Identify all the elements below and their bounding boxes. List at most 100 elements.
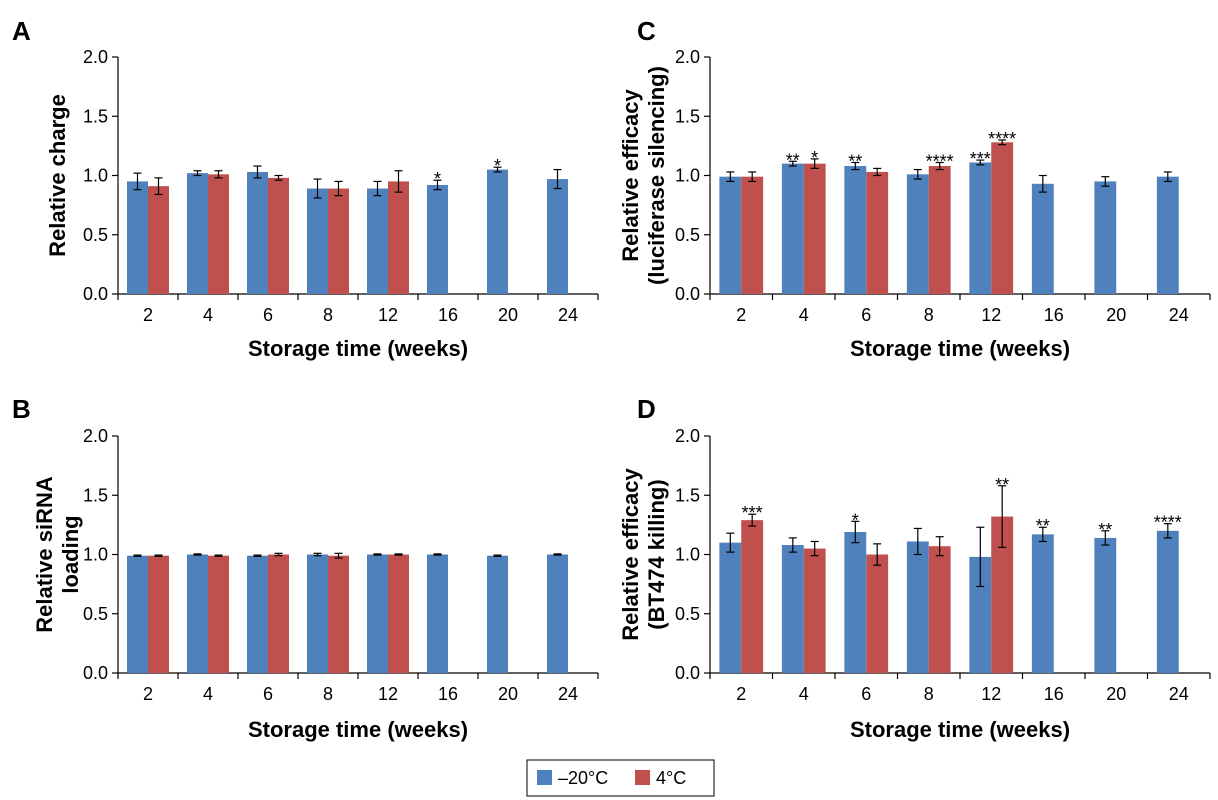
y-tick-label: 0.0 bbox=[83, 663, 108, 683]
x-axis-title: Storage time (weeks) bbox=[248, 336, 468, 361]
x-tick-label: 2 bbox=[143, 305, 153, 325]
chart-panel-a: A0.00.51.01.52.02 4 6 8 12 16 20 24**Storage ti… bbox=[12, 16, 599, 361]
x-tick-label: 16 bbox=[438, 305, 458, 325]
y-axis-title: loading bbox=[58, 515, 83, 593]
legend-label-minus20: –20°C bbox=[558, 768, 608, 788]
bar-minus20 bbox=[547, 179, 568, 294]
bar-4c bbox=[268, 177, 289, 294]
bar-4c bbox=[268, 554, 289, 673]
y-axis-title: Relative charge bbox=[45, 94, 70, 257]
x-tick-label: 24 bbox=[1169, 684, 1189, 704]
y-tick-label: 1.5 bbox=[83, 106, 108, 126]
panel-letter: A bbox=[12, 16, 31, 46]
bar-minus20 bbox=[969, 162, 992, 294]
x-tick-label: 8 bbox=[924, 305, 934, 325]
legend-frame bbox=[526, 759, 715, 797]
y-tick-label: 1.5 bbox=[675, 485, 700, 505]
bar-minus20 bbox=[367, 188, 388, 294]
bar-minus20 bbox=[719, 176, 742, 294]
x-tick-label: 16 bbox=[1044, 684, 1064, 704]
x-tick-label: 24 bbox=[558, 305, 578, 325]
y-tick-label: 1.5 bbox=[83, 485, 108, 505]
x-tick-label: 12 bbox=[378, 305, 398, 325]
bar-minus20 bbox=[969, 556, 992, 673]
y-axis-title: (luciferase silencing) bbox=[644, 66, 669, 285]
panel-letter: D bbox=[637, 394, 656, 424]
y-tick-label: 0.5 bbox=[675, 604, 700, 624]
x-axis-title: Storage time (weeks) bbox=[850, 717, 1070, 742]
x-axis-title: Storage time (weeks) bbox=[850, 336, 1070, 361]
bar-4c bbox=[928, 166, 951, 294]
bar-minus20 bbox=[307, 188, 328, 294]
chart-panel-c: C0.00.51.01.52.02 4 6 8 12 16 20 24** * ** **** ***… bbox=[618, 16, 1211, 361]
significance-label: ** bbox=[1036, 516, 1050, 536]
x-tick-label: 8 bbox=[924, 684, 934, 704]
legend-swatch-4c bbox=[635, 770, 650, 785]
y-tick-label: 2.0 bbox=[83, 47, 108, 67]
bar-minus20 bbox=[1031, 183, 1054, 294]
significance-label: ** bbox=[786, 150, 800, 170]
bar-4c bbox=[328, 555, 349, 673]
legend-swatch-minus20 bbox=[537, 770, 552, 785]
bar-minus20 bbox=[247, 171, 268, 294]
bar-4c bbox=[803, 548, 826, 673]
bar-minus20 bbox=[187, 173, 208, 294]
bar-minus20 bbox=[487, 169, 508, 294]
x-tick-label: 24 bbox=[558, 684, 578, 704]
y-tick-label: 0.0 bbox=[675, 663, 700, 683]
significance-label: ** bbox=[995, 475, 1009, 495]
y-tick-label: 0.0 bbox=[675, 284, 700, 304]
bar-4c bbox=[388, 181, 409, 294]
bar-minus20 bbox=[427, 554, 448, 673]
x-tick-label: 20 bbox=[498, 684, 518, 704]
y-tick-label: 0.5 bbox=[675, 225, 700, 245]
bar-4c bbox=[866, 171, 889, 294]
legend-label-4c: 4°C bbox=[656, 768, 686, 788]
y-tick-label: 0.0 bbox=[83, 284, 108, 304]
bar-minus20 bbox=[1031, 534, 1054, 673]
x-tick-label: 8 bbox=[323, 684, 333, 704]
bar-minus20 bbox=[127, 181, 148, 294]
bar-4c bbox=[991, 516, 1014, 673]
bar-minus20 bbox=[844, 531, 867, 673]
x-tick-label: 12 bbox=[981, 684, 1001, 704]
bar-4c bbox=[388, 554, 409, 673]
y-tick-label: 1.0 bbox=[675, 545, 700, 565]
x-tick-label: 6 bbox=[263, 684, 273, 704]
bar-minus20 bbox=[906, 174, 929, 294]
x-tick-label: 4 bbox=[203, 684, 213, 704]
x-tick-label: 20 bbox=[498, 305, 518, 325]
significance-label: **** bbox=[988, 129, 1016, 149]
legend: –20°C 4°C bbox=[526, 759, 715, 797]
bar-minus20 bbox=[781, 163, 804, 294]
significance-label: * bbox=[434, 169, 441, 189]
bar-minus20 bbox=[127, 555, 148, 673]
significance-label: **** bbox=[926, 151, 954, 171]
bar-minus20 bbox=[1156, 530, 1179, 673]
x-tick-label: 8 bbox=[323, 305, 333, 325]
x-tick-label: 24 bbox=[1169, 305, 1189, 325]
x-tick-label: 4 bbox=[799, 305, 809, 325]
bar-minus20 bbox=[427, 184, 448, 294]
chart-panel-d: D0.00.51.01.52.02 4 6 8 12 16 20 24*** ***** ** **… bbox=[618, 394, 1211, 742]
bar-minus20 bbox=[906, 541, 929, 673]
bar-4c bbox=[328, 188, 349, 294]
x-tick-label: 20 bbox=[1106, 305, 1126, 325]
x-tick-label: 6 bbox=[861, 684, 871, 704]
x-tick-label: 4 bbox=[799, 684, 809, 704]
bar-minus20 bbox=[247, 555, 268, 673]
bar-minus20 bbox=[367, 554, 388, 673]
y-tick-label: 2.0 bbox=[675, 426, 700, 446]
bar-4c bbox=[803, 163, 826, 294]
x-tick-label: 6 bbox=[861, 305, 871, 325]
significance-label: *** bbox=[742, 503, 763, 523]
x-tick-label: 12 bbox=[981, 305, 1001, 325]
significance-label: ** bbox=[848, 151, 862, 171]
y-axis-title: Relative efficacy bbox=[618, 89, 643, 262]
x-tick-label: 20 bbox=[1106, 684, 1126, 704]
y-axis-title: Relative efficacy bbox=[618, 468, 643, 641]
bar-4c bbox=[928, 546, 951, 673]
x-tick-label: 2 bbox=[143, 684, 153, 704]
bar-minus20 bbox=[487, 555, 508, 673]
significance-label: * bbox=[494, 156, 501, 176]
